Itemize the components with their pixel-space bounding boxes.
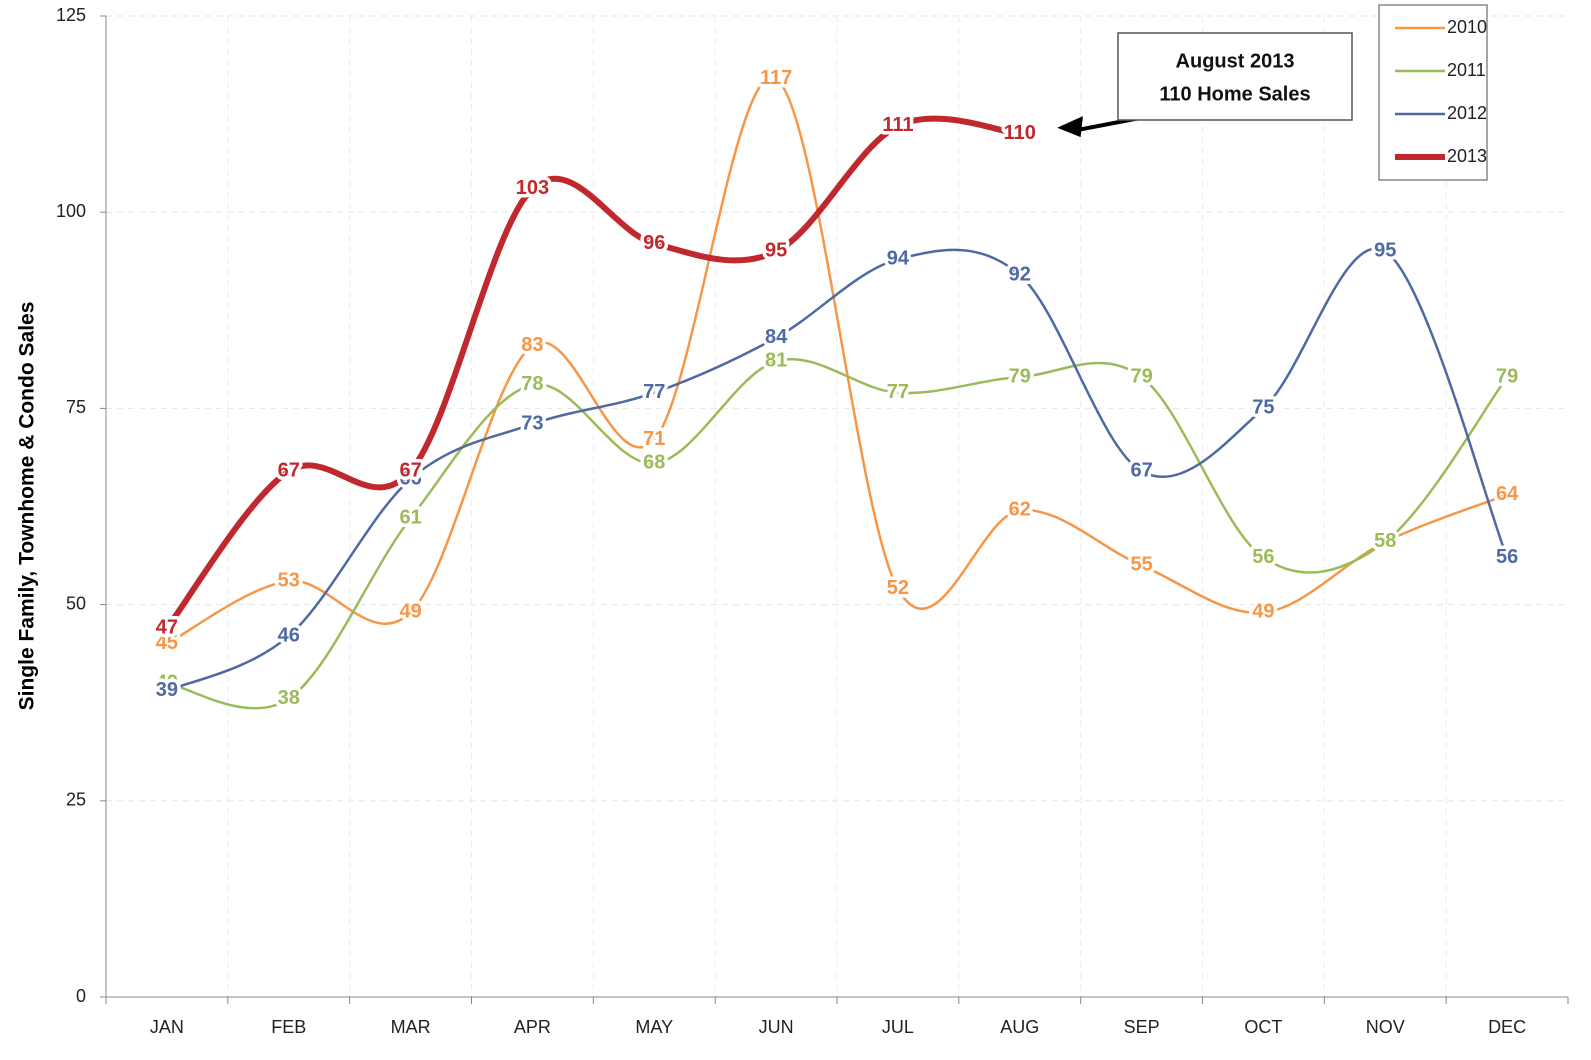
data-label: 83 bbox=[521, 334, 543, 356]
y-tick-label: 100 bbox=[56, 201, 86, 221]
data-label: 67 bbox=[278, 459, 300, 481]
data-label: 68 bbox=[643, 452, 665, 474]
y-tick-label: 125 bbox=[56, 5, 86, 25]
data-label: 47 bbox=[156, 616, 178, 638]
legend-label: 2011 bbox=[1447, 60, 1486, 80]
x-tick-label: MAR bbox=[391, 1017, 431, 1037]
annotation-arrowhead bbox=[1057, 116, 1083, 138]
data-label: 61 bbox=[399, 507, 421, 529]
data-label: 79 bbox=[1496, 365, 1518, 387]
x-tick-label: NOV bbox=[1366, 1017, 1405, 1037]
data-label: 45 bbox=[156, 632, 178, 654]
data-label: 67 bbox=[1130, 459, 1152, 481]
data-label: 66 bbox=[399, 467, 421, 489]
x-tick-label: DEC bbox=[1488, 1017, 1526, 1037]
line-series bbox=[163, 115, 1023, 632]
data-label: 79 bbox=[1009, 365, 1031, 387]
legend-label: 2013 bbox=[1447, 146, 1487, 166]
data-label: 95 bbox=[765, 240, 787, 262]
data-label: 55 bbox=[1130, 554, 1152, 576]
legend-label: 2012 bbox=[1447, 103, 1487, 123]
line-series bbox=[165, 358, 1509, 710]
y-axis-label: Single Family, Townhome & Condo Sales bbox=[16, 302, 39, 711]
legend-box bbox=[1378, 4, 1488, 181]
data-label: 56 bbox=[1496, 546, 1518, 568]
line-series bbox=[165, 247, 1509, 693]
y-tick-label: 25 bbox=[66, 790, 86, 810]
data-label: 77 bbox=[643, 381, 665, 403]
y-tick-label: 75 bbox=[66, 397, 86, 417]
data-label: 84 bbox=[765, 326, 788, 348]
x-tick-label: MAY bbox=[635, 1017, 673, 1037]
data-label: 75 bbox=[1252, 397, 1274, 419]
x-tick-label: JUL bbox=[882, 1017, 914, 1037]
data-label: 39 bbox=[156, 679, 178, 701]
data-label: 103 bbox=[516, 177, 549, 199]
legend-label: 2010 bbox=[1447, 17, 1487, 37]
annotation-text: August 2013 bbox=[1176, 50, 1295, 72]
data-label: 78 bbox=[521, 373, 543, 395]
data-label: 92 bbox=[1009, 263, 1031, 285]
annotation-box bbox=[1117, 32, 1353, 121]
data-label: 53 bbox=[278, 569, 300, 591]
data-label: 46 bbox=[278, 624, 300, 646]
x-tick-label: SEP bbox=[1124, 1017, 1160, 1037]
data-label: 64 bbox=[1496, 483, 1519, 505]
data-label: 95 bbox=[1374, 240, 1396, 262]
data-label: 38 bbox=[278, 687, 300, 709]
data-label: 110 bbox=[1004, 122, 1036, 144]
data-label: 56 bbox=[1252, 546, 1274, 568]
x-tick-label: JAN bbox=[150, 1017, 184, 1037]
data-label: 94 bbox=[887, 248, 910, 270]
data-label: 77 bbox=[887, 381, 909, 403]
data-label: 96 bbox=[643, 232, 665, 254]
x-tick-label: FEB bbox=[271, 1017, 306, 1037]
data-label: 58 bbox=[1374, 530, 1396, 552]
y-tick-label: 50 bbox=[66, 593, 86, 613]
x-tick-label: JUN bbox=[759, 1017, 794, 1037]
line-series bbox=[165, 76, 1509, 646]
data-label: 49 bbox=[399, 601, 421, 623]
data-label: 52 bbox=[887, 577, 909, 599]
data-label: 73 bbox=[521, 412, 543, 434]
x-tick-label: OCT bbox=[1244, 1017, 1282, 1037]
data-label: 79 bbox=[1130, 365, 1152, 387]
x-tick-label: AUG bbox=[1000, 1017, 1039, 1037]
data-label: 111 bbox=[882, 114, 913, 136]
data-label: 40 bbox=[156, 671, 178, 693]
y-tick-label: 0 bbox=[76, 986, 86, 1006]
annotation-text: 110 Home Sales bbox=[1159, 83, 1310, 105]
data-label: 117 bbox=[760, 67, 792, 89]
data-label: 81 bbox=[765, 350, 787, 372]
data-label: 49 bbox=[1252, 601, 1274, 623]
x-tick-label: APR bbox=[514, 1017, 551, 1037]
data-label: 62 bbox=[1009, 499, 1031, 521]
data-label: 71 bbox=[643, 428, 665, 450]
data-label: 67 bbox=[399, 459, 421, 481]
